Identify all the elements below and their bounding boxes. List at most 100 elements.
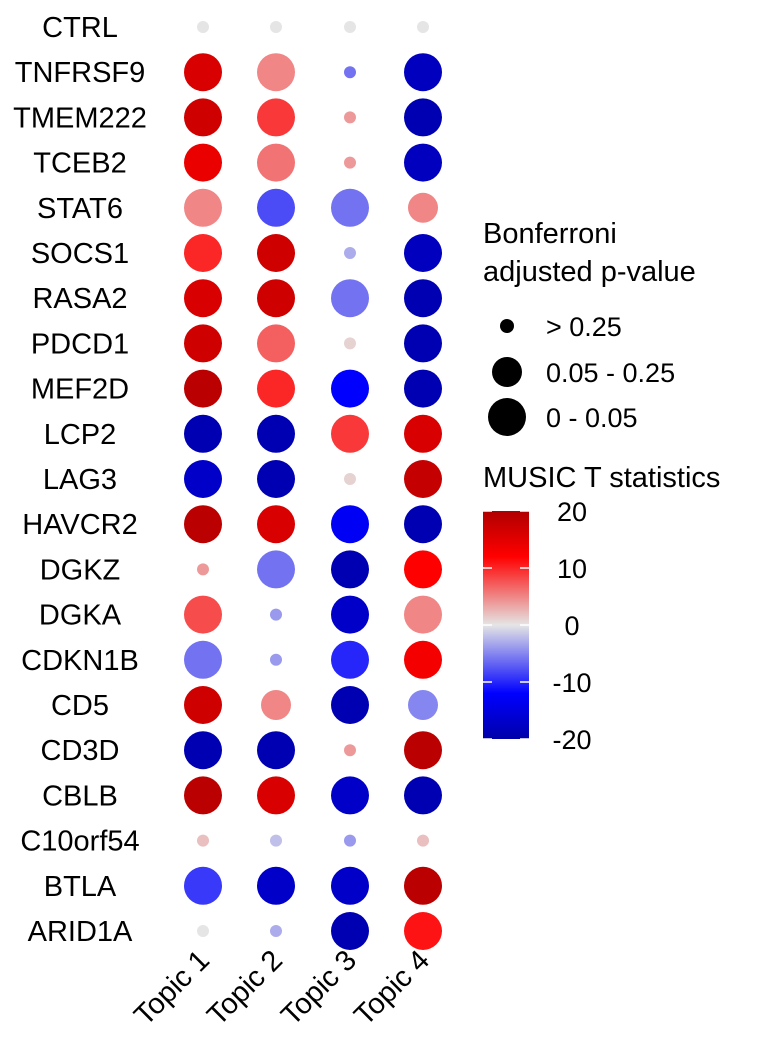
dot-stat6-topic-3 — [331, 188, 369, 227]
dot-cdkn1b-topic-1 — [184, 640, 222, 679]
size-legend-label-small: > 0.25 — [546, 312, 622, 342]
dot-tmem222-topic-4 — [404, 98, 442, 137]
dot-stat6-topic-2 — [257, 188, 295, 227]
dot-cd5-topic-3 — [331, 686, 369, 724]
dot-mef2d-topic-3 — [331, 369, 369, 408]
dot-havcr2-topic-4 — [404, 505, 442, 544]
dot-dgkz-topic-3 — [331, 550, 369, 589]
colorbar-ticks: 20 10 0 -10 -20 — [483, 497, 592, 755]
row-label-stat6: STAT6 — [37, 193, 123, 225]
dot-btla-topic-4 — [404, 866, 442, 905]
row-label-tmem222: TMEM222 — [13, 102, 147, 134]
dot-c10orf54-topic-1 — [197, 834, 209, 847]
dot-lcp2-topic-1 — [184, 414, 222, 453]
row-label-dgkz: DGKZ — [40, 554, 121, 586]
dot-mef2d-topic-2 — [257, 369, 295, 408]
dot-pdcd1-topic-3 — [344, 337, 356, 350]
column-label-topic-1: Topic 1 — [128, 944, 216, 1032]
dot-c10orf54-topic-3 — [344, 834, 356, 847]
dot-havcr2-topic-1 — [184, 505, 222, 544]
dot-tceb2-topic-4 — [404, 143, 442, 182]
row-label-socs1: SOCS1 — [31, 238, 129, 270]
dot-dgkz-topic-2 — [257, 550, 295, 589]
row-label-tceb2: TCEB2 — [33, 148, 126, 180]
dot-c10orf54-topic-2 — [270, 834, 282, 847]
row-label-lag3: LAG3 — [43, 464, 117, 496]
column-label-topic-4: Topic 4 — [348, 944, 436, 1032]
row-label-havcr2: HAVCR2 — [22, 509, 138, 541]
dot-dgka-topic-4 — [404, 595, 442, 634]
dot-lag3-topic-2 — [257, 460, 295, 498]
dot-lag3-topic-1 — [184, 460, 222, 498]
dot-cdkn1b-topic-4 — [404, 640, 442, 679]
dot-lcp2-topic-4 — [404, 414, 442, 453]
dot-ctrl-topic-3 — [344, 21, 356, 33]
dot-cd5-topic-2 — [261, 690, 291, 720]
row-label-cdkn1b: CDKN1B — [21, 645, 139, 677]
dot-cblb-topic-3 — [331, 776, 369, 815]
dot-tceb2-topic-3 — [344, 156, 356, 169]
size-legend-title-line-2: adjusted p-value — [483, 256, 696, 288]
size-legend-dot-large — [488, 398, 526, 436]
dot-havcr2-topic-2 — [257, 505, 295, 544]
row-labels: CTRL TNFRSF9 TMEM222 TCEB2 STAT6 SOCS1 RASA2 PD… — [13, 12, 147, 948]
dot-socs1-topic-2 — [257, 234, 295, 272]
column-label-topic-3: Topic 3 — [275, 944, 363, 1032]
row-label-c10orf54: C10orf54 — [20, 826, 139, 858]
dot-lcp2-topic-2 — [257, 414, 295, 453]
dot-socs1-topic-4 — [404, 234, 442, 272]
colorbar-tick-label: -20 — [552, 725, 591, 755]
dot-rasa2-topic-4 — [404, 279, 442, 318]
size-legend-dot-medium — [492, 357, 522, 387]
dot-tmem222-topic-3 — [344, 111, 356, 124]
row-label-btla: BTLA — [44, 871, 117, 903]
dot-cd5-topic-4 — [408, 690, 438, 720]
dot-tnfrsf9-topic-1 — [184, 53, 222, 92]
row-label-ctrl: CTRL — [42, 12, 118, 44]
colorbar-tick-label: 20 — [557, 497, 587, 527]
color-legend-title: MUSIC T statistics — [483, 462, 720, 494]
dot-stat6-topic-4 — [408, 192, 438, 223]
color-legend: MUSIC T statistics 20 10 0 -10 -20 — [483, 462, 720, 755]
row-label-cd3d: CD3D — [41, 735, 120, 767]
dot-pdcd1-topic-1 — [184, 324, 222, 363]
size-legend: Bonferroni adjusted p-value > 0.25 0.05 … — [483, 218, 696, 436]
dot-pdcd1-topic-4 — [404, 324, 442, 363]
row-label-lcp2: LCP2 — [44, 419, 117, 451]
dot-cd3d-topic-3 — [344, 744, 356, 757]
colorbar-tick-label: 10 — [557, 554, 587, 584]
size-legend-label-large: 0 - 0.05 — [546, 403, 638, 433]
dot-tceb2-topic-1 — [184, 143, 222, 182]
dot-pdcd1-topic-2 — [257, 324, 295, 363]
size-legend-dot-small — [500, 319, 514, 333]
size-legend-label-medium: 0.05 - 0.25 — [546, 358, 675, 388]
dot-lag3-topic-4 — [404, 460, 442, 498]
dot-dgka-topic-2 — [270, 608, 282, 621]
dot-dgka-topic-3 — [331, 595, 369, 634]
dot-cblb-topic-4 — [404, 776, 442, 815]
dot-socs1-topic-1 — [184, 234, 222, 272]
row-label-pdcd1: PDCD1 — [31, 328, 129, 360]
dot-grid — [184, 21, 442, 950]
dot-ctrl-topic-4 — [417, 21, 429, 33]
dot-cblb-topic-2 — [257, 776, 295, 815]
dot-cd3d-topic-2 — [257, 731, 295, 770]
colorbar-tick-label: -10 — [552, 668, 591, 698]
dot-rasa2-topic-2 — [257, 279, 295, 318]
dot-havcr2-topic-3 — [331, 505, 369, 544]
row-label-arid1a: ARID1A — [28, 916, 133, 948]
colorbar-tick-label: 0 — [564, 611, 579, 641]
dot-btla-topic-2 — [257, 866, 295, 905]
dot-cdkn1b-topic-3 — [331, 640, 369, 679]
row-label-rasa2: RASA2 — [32, 283, 127, 315]
dot-cd5-topic-1 — [184, 686, 222, 724]
dot-lag3-topic-3 — [344, 473, 356, 485]
row-label-cblb: CBLB — [42, 780, 118, 812]
dot-mef2d-topic-1 — [184, 369, 222, 408]
dot-tnfrsf9-topic-3 — [344, 66, 356, 79]
dot-socs1-topic-3 — [344, 247, 356, 259]
dot-dgkz-topic-1 — [197, 563, 209, 576]
dot-btla-topic-1 — [184, 866, 222, 905]
dot-tmem222-topic-1 — [184, 98, 222, 137]
dot-arid1a-topic-4 — [404, 912, 442, 950]
